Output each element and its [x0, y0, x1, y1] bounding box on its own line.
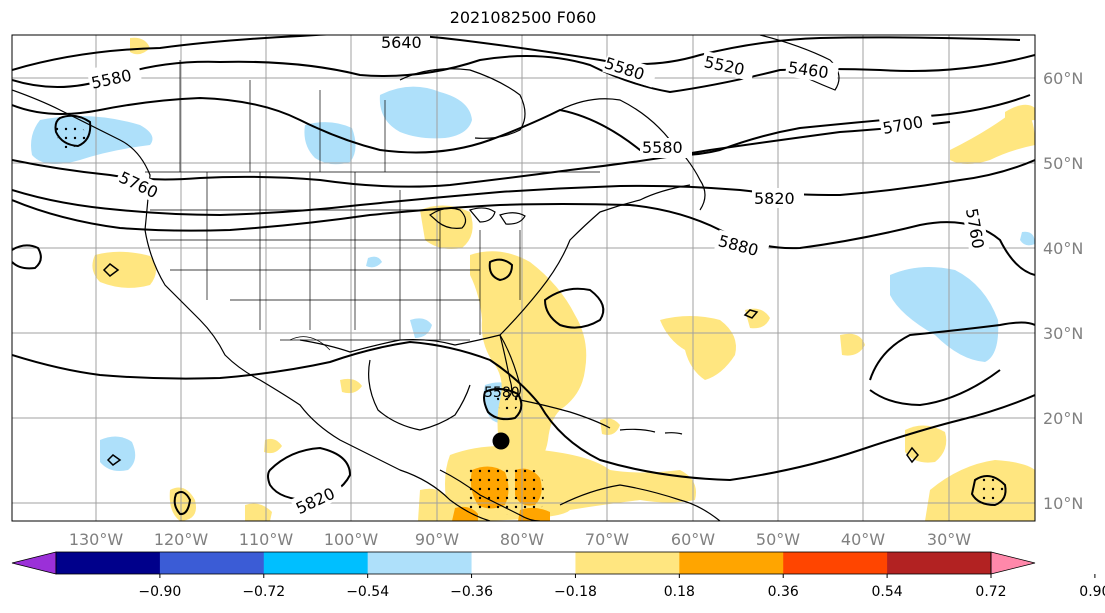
- latitude-label: 60°N: [1043, 69, 1083, 88]
- longitude-labels: 130°W 120°W 110°W 100°W 90°W 80°W 70°W 6…: [69, 530, 971, 549]
- colorbar-segment: [159, 552, 265, 574]
- colorbar-segment: [471, 552, 576, 574]
- colorbar-tick-label: −0.18: [554, 584, 597, 600]
- contour-label: 5580: [484, 385, 520, 401]
- longitude-label: 80°W: [500, 530, 544, 549]
- political-boundaries: [145, 60, 600, 351]
- colorbar-tick-label: 0.72: [975, 584, 1006, 600]
- colorbar-segment: [887, 552, 992, 574]
- colorbar: −0.90 −0.72 −0.54 −0.36 −0.18 0.18 0.36 0.54 0.7…: [11, 551, 1105, 600]
- latitude-labels: 60°N 50°N 40°N 30°N 20°N 10°N: [1043, 69, 1083, 513]
- latitude-label: 10°N: [1043, 494, 1083, 513]
- longitude-label: 120°W: [154, 530, 209, 549]
- colorbar-tick-label: 0.18: [664, 584, 695, 600]
- colorbar-tick-label: 0.90: [1079, 584, 1105, 600]
- colorbar-segment: [263, 552, 369, 574]
- colorbar-extend-low: [11, 551, 57, 575]
- contour-label: 5820: [754, 189, 795, 208]
- colorbar-tick-label: −0.36: [450, 584, 493, 600]
- latitude-label: 20°N: [1043, 409, 1083, 428]
- longitude-label: 70°W: [585, 530, 629, 549]
- colorbar-segment: [783, 552, 888, 574]
- colorbar-segment: [575, 552, 680, 574]
- map-title: 2021082500 F060: [449, 8, 597, 27]
- shaded-anomalies: [31, 37, 1035, 521]
- colorbar-extend-high: [990, 551, 1036, 575]
- colorbar-segment: [367, 552, 473, 574]
- graticule: [12, 35, 1035, 521]
- latitude-label: 40°N: [1043, 239, 1083, 258]
- longitude-label: 60°W: [671, 530, 715, 549]
- colorbar-segment: [679, 552, 784, 574]
- longitude-label: 90°W: [415, 530, 459, 549]
- map-frame: [11, 34, 1036, 522]
- colorbar-tick-label: −0.54: [346, 584, 389, 600]
- contour-label: 5640: [381, 33, 422, 52]
- longitude-label: 130°W: [69, 530, 124, 549]
- longitude-label: 110°W: [239, 530, 294, 549]
- colorbar-tick-label: −0.72: [242, 584, 285, 600]
- colorbar-tick-label: −0.90: [138, 584, 181, 600]
- longitude-label: 100°W: [324, 530, 379, 549]
- colorbar-tick-label: 0.54: [872, 584, 903, 600]
- colorbar-tick-label: 0.36: [768, 584, 799, 600]
- longitude-label: 30°W: [927, 530, 971, 549]
- latitude-label: 50°N: [1043, 154, 1083, 173]
- contour-label: 5580: [642, 138, 683, 157]
- colorbar-border: [55, 551, 992, 575]
- storm-center-marker: [492, 432, 510, 450]
- longitude-label: 50°W: [756, 530, 800, 549]
- colorbar-segment: [56, 552, 161, 574]
- latitude-label: 30°N: [1043, 324, 1083, 343]
- longitude-label: 40°W: [841, 530, 885, 549]
